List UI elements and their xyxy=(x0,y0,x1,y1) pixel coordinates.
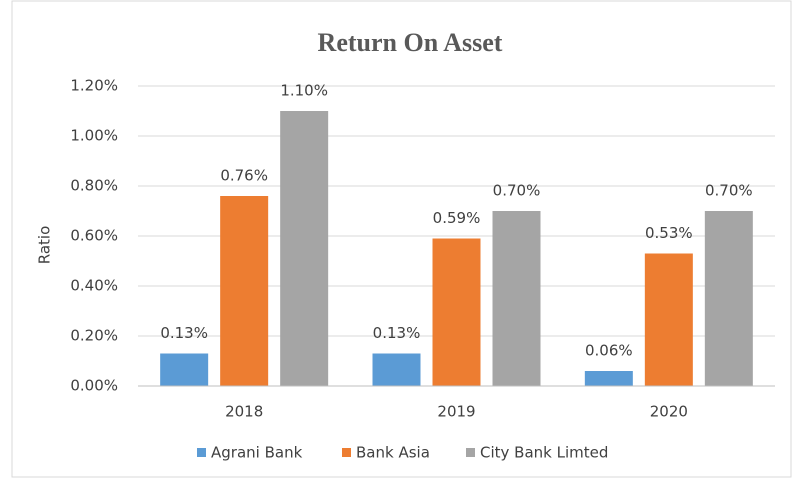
bar xyxy=(372,353,421,386)
legend-label: Bank Asia xyxy=(356,444,430,462)
data-label: 0.53% xyxy=(645,224,693,242)
data-label: 0.59% xyxy=(433,209,481,227)
data-label: 0.70% xyxy=(705,182,753,200)
legend-label: City Bank Limted xyxy=(480,444,608,462)
y-tick-label: 0.00% xyxy=(70,377,118,395)
data-label: 0.13% xyxy=(373,324,421,342)
chart-frame xyxy=(11,0,792,478)
y-tick-label: 0.20% xyxy=(70,327,118,345)
y-tick-label: 1.20% xyxy=(70,77,118,95)
data-label: 1.10% xyxy=(280,82,328,100)
bar xyxy=(432,238,481,386)
y-axis-label: Ratio xyxy=(36,226,54,265)
x-tick-label: 2020 xyxy=(650,403,688,421)
legend-swatch xyxy=(342,448,351,457)
x-tick-label: 2019 xyxy=(437,403,475,421)
data-label: 0.13% xyxy=(160,324,208,342)
data-label: 0.70% xyxy=(493,182,541,200)
y-tick-label: 0.80% xyxy=(70,177,118,195)
bar xyxy=(704,211,753,386)
data-label: 0.76% xyxy=(220,167,268,185)
bar xyxy=(644,253,693,386)
bar xyxy=(492,211,541,386)
legend-label: Agrani Bank xyxy=(211,444,303,462)
bar xyxy=(584,371,633,386)
bar xyxy=(220,196,269,386)
y-tick-label: 1.00% xyxy=(70,127,118,145)
bar xyxy=(160,353,209,386)
bar xyxy=(280,111,329,386)
legend-swatch xyxy=(197,448,206,457)
y-tick-label: 0.40% xyxy=(70,277,118,295)
data-label: 0.06% xyxy=(585,342,633,360)
x-tick-label: 2018 xyxy=(225,403,263,421)
chart-title: Return On Asset xyxy=(318,28,503,57)
y-tick-label: 0.60% xyxy=(70,227,118,245)
legend-swatch xyxy=(466,448,475,457)
